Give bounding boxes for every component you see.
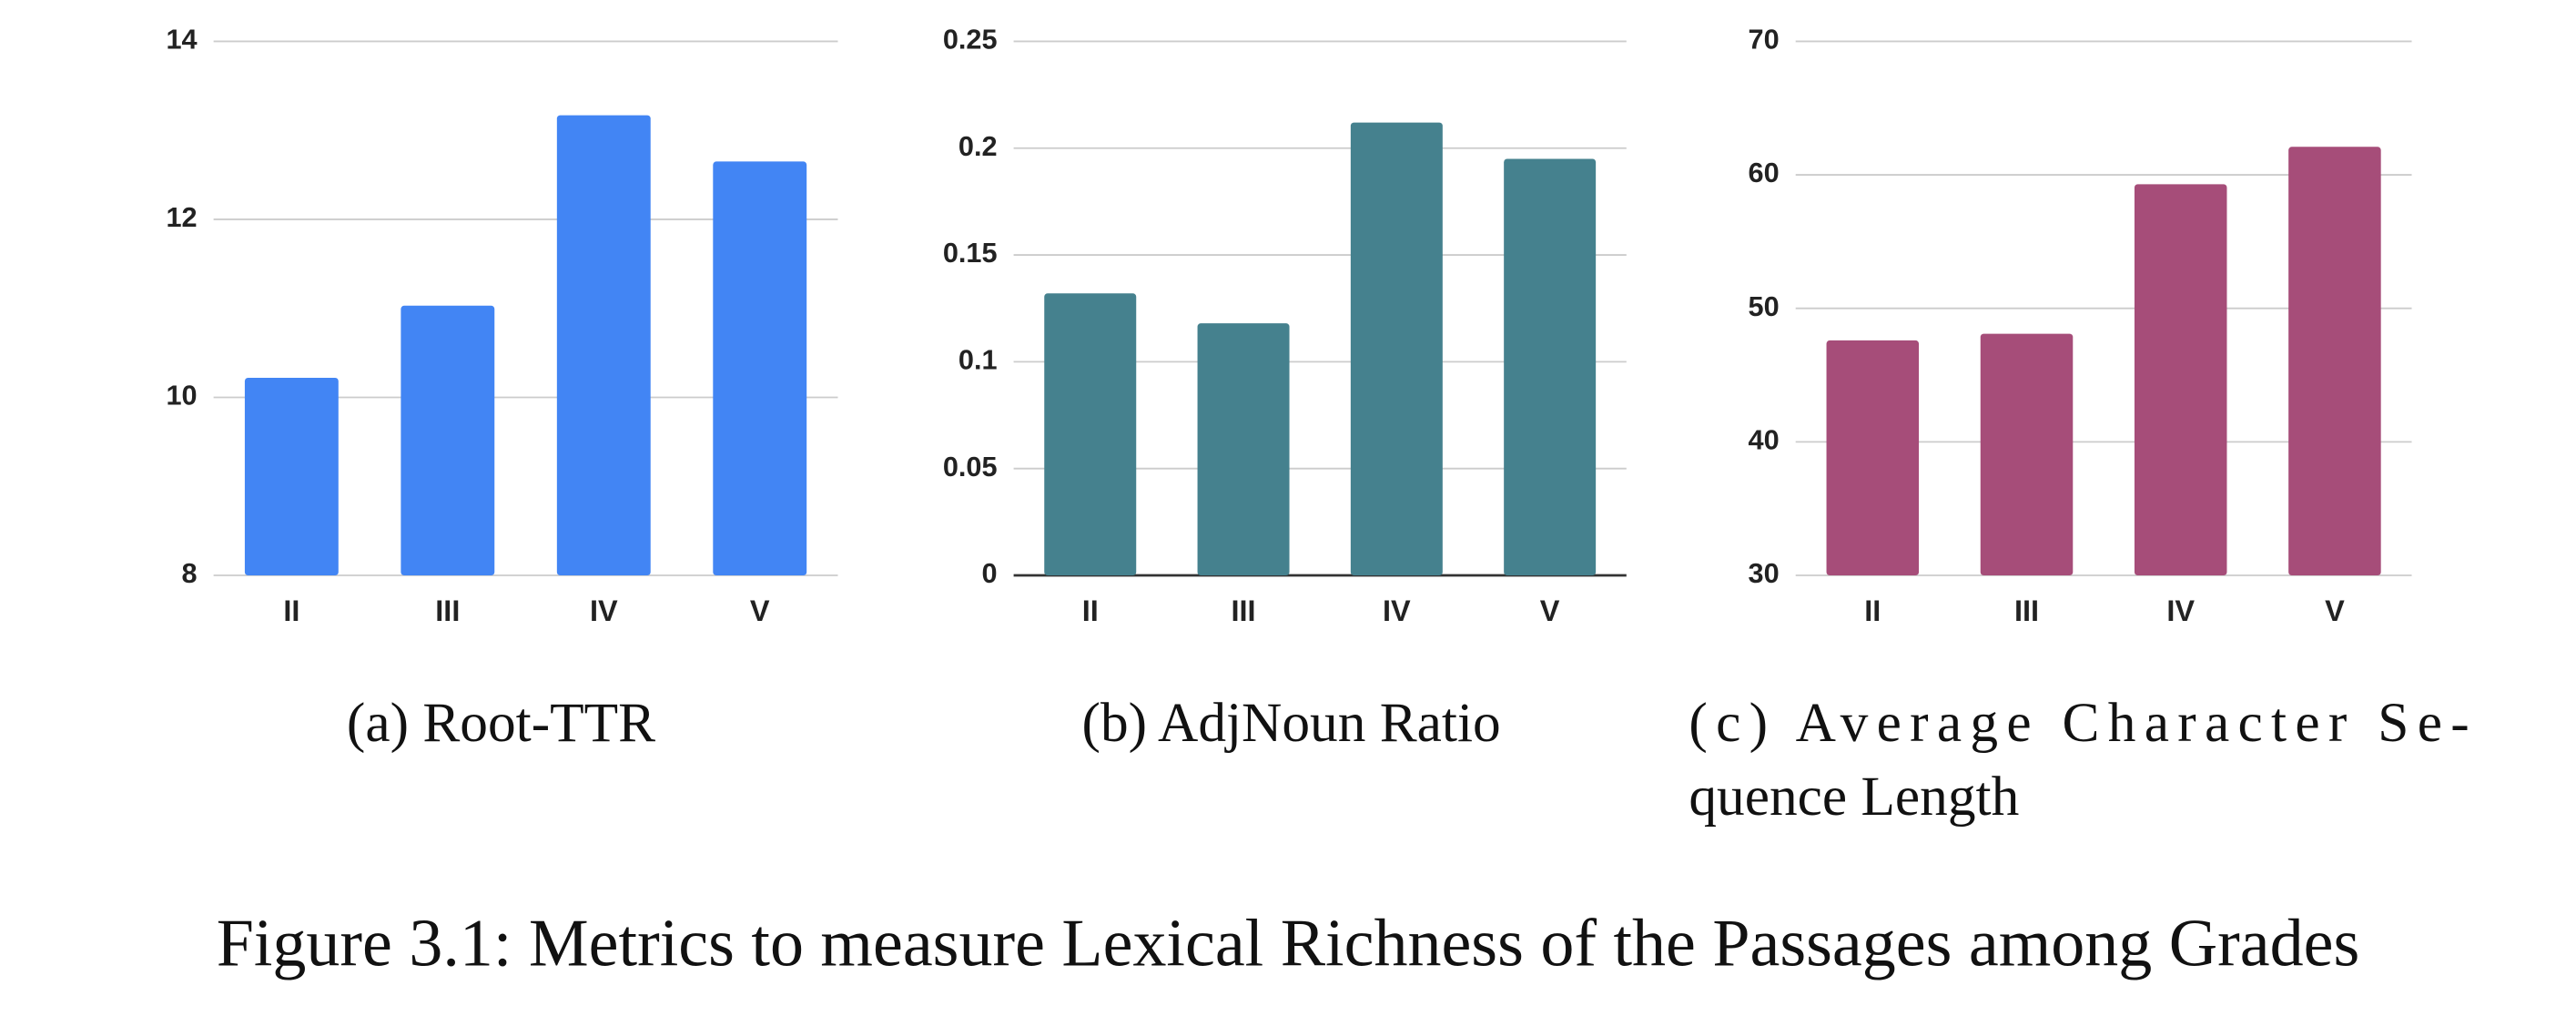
bar [1980,333,2074,575]
x-tick-label: V [750,594,770,627]
y-tick-label: 40 [1749,423,1780,455]
subfigure-caption: quence Length [1689,766,2019,828]
bar [556,115,651,575]
bar [1504,158,1597,575]
figure-caption: Figure 3.1: Metrics to measure Lexical R… [217,906,2360,980]
y-tick-label: 0.2 [958,130,998,162]
y-tick-label: 50 [1749,290,1780,322]
x-tick-label: II [283,594,299,627]
bar [2288,147,2381,575]
subfigure-caption: (c) Average Character Se- [1689,692,2469,754]
subfigure-caption: (b) AdjNoun Ratio [1082,692,1501,754]
x-tick-label: III [2014,594,2039,627]
bar [244,377,339,575]
y-tick-label: 0.05 [943,451,998,483]
x-tick-label: II [1082,594,1099,627]
y-tick-label: 0.1 [958,343,998,375]
y-tick-label: 0 [981,557,997,589]
bar [1350,122,1443,575]
bar [1044,293,1137,575]
y-tick-label: 12 [166,201,197,233]
y-tick-label: 10 [166,380,197,411]
y-tick-label: 0.25 [943,24,998,56]
bar [2134,184,2227,575]
y-tick-label: 30 [1749,557,1780,589]
x-tick-label: III [435,594,460,627]
x-tick-label: V [2325,594,2345,627]
y-tick-label: 0.15 [943,237,998,269]
x-tick-label: IV [2166,594,2195,627]
y-tick-label: 70 [1749,24,1780,56]
subfigure-caption: (a) Root-TTR [347,692,655,754]
x-tick-label: IV [1383,594,1411,627]
x-tick-label: III [1232,594,1256,627]
y-tick-label: 8 [182,557,198,589]
bar [401,305,495,575]
y-tick-label: 60 [1749,157,1780,188]
bar [1826,340,1920,575]
x-tick-label: II [1864,594,1881,627]
bar [1197,323,1290,575]
x-tick-label: V [1540,594,1560,627]
bar [713,161,807,575]
x-tick-label: IV [590,594,618,627]
y-tick-label: 14 [166,24,197,56]
